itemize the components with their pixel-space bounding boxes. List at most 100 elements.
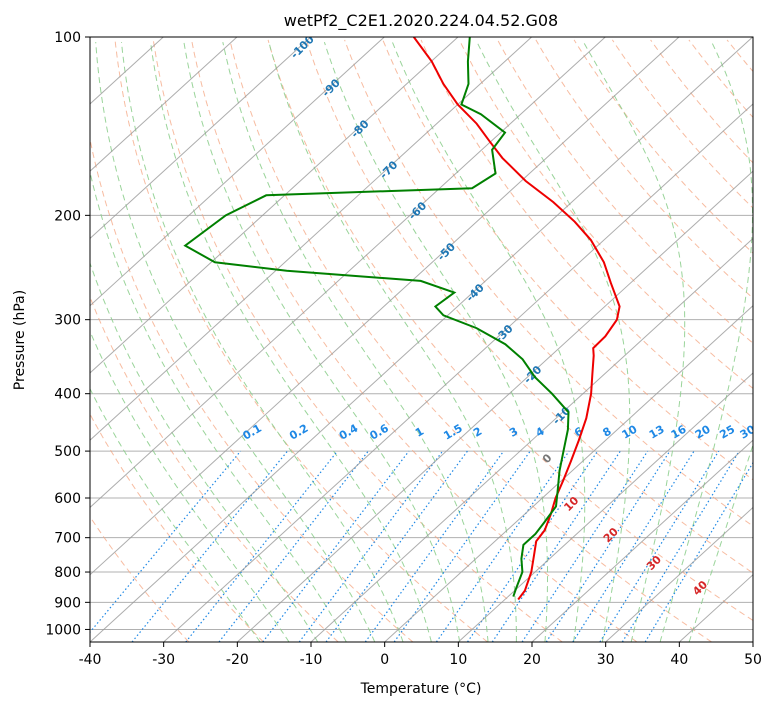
y-tick-label: 600: [54, 491, 81, 507]
isotherm-line: [384, 305, 753, 642]
mixing-ratio-line: [131, 450, 288, 642]
dry-adiabat-line: [152, 39, 563, 642]
dry-adiabat-line: [90, 295, 339, 642]
x-tick-label: 0: [380, 652, 389, 668]
isotherm-line: [90, 37, 532, 441]
wet-bulb-label: 40: [690, 578, 710, 598]
wet-bulb-label: 20: [601, 525, 621, 545]
moist-adiabat-line: [90, 261, 319, 642]
moist-adiabat-line: [268, 41, 517, 642]
x-tick-label: 10: [449, 652, 467, 668]
y-tick-label: 800: [54, 565, 81, 581]
wet-bulb-label: 10: [561, 494, 581, 514]
moist-adiabat-line: [183, 42, 461, 642]
dry-adiabat-label: -60: [406, 199, 429, 222]
isotherm-line: [457, 372, 753, 642]
dry-adiabat-line: [344, 39, 753, 527]
dry-adiabat-line: [90, 136, 414, 642]
mixing-ratio-lines: [90, 450, 753, 642]
mixing-ratio-line: [435, 450, 570, 642]
isotherm-line: [90, 37, 311, 240]
mixing-ratio-label: 13: [647, 423, 667, 442]
dry-adiabat-line: [573, 39, 753, 254]
mixing-ratio-line: [467, 450, 599, 642]
dry-adiabat-label: -30: [492, 322, 515, 345]
mixing-ratio-line: [218, 450, 369, 642]
dry-adiabat-label: -50: [435, 240, 458, 263]
mixing-ratio-line: [545, 450, 671, 642]
dry-adiabat-label: -70: [377, 158, 400, 181]
mixing-ratio-line: [90, 450, 242, 634]
mixing-ratio-label: 10: [620, 423, 640, 442]
dry-adiabat-label: -90: [320, 76, 343, 99]
isotherm-line: [605, 506, 753, 642]
dry-adiabat-line: [458, 39, 753, 390]
plot-frame: [89, 36, 754, 643]
isotherm-line: [90, 37, 238, 172]
dewpoint-line: [183, 37, 570, 597]
moist-adiabat-line: [476, 41, 631, 642]
isotherm-line: [90, 37, 753, 642]
mixing-ratio-label: 36: [758, 423, 775, 442]
mixing-ratio-label: 0.6: [367, 421, 391, 442]
moist-adiabat-line: [583, 41, 686, 642]
x-tick-label: 20: [523, 652, 541, 668]
mixing-ratio-label: 3: [507, 425, 520, 440]
dry-adiabat-line: [114, 39, 488, 642]
dry-adiabat-label: -10: [550, 404, 573, 427]
mixing-ratio-line: [364, 450, 505, 642]
dry-adiabat-line: [497, 39, 753, 344]
isotherm-line: [90, 37, 385, 307]
mixing-ratio-line: [599, 450, 720, 642]
y-axis: 100 200 300 400 500 600 700 800 900 1000: [45, 30, 90, 638]
dry-adiabat-line: [90, 515, 190, 642]
moist-adiabat-line: [391, 41, 586, 642]
moist-adiabat-line: [121, 42, 404, 642]
y-tick-label: 200: [54, 208, 81, 224]
x-axis: -40 -30 -20 -10 0 10 20 30 40 50: [79, 642, 762, 668]
dry-adiabat-label: -80: [348, 117, 371, 140]
isotherm-line: [531, 439, 753, 642]
mixing-ratio-line: [298, 450, 444, 642]
moist-adiabat-line: [95, 42, 376, 642]
moist-adiabat-line: [659, 41, 753, 642]
dry-adiabat-line: [305, 39, 753, 574]
y-tick-label: 500: [54, 444, 81, 460]
dry-adiabat-line: [535, 39, 753, 299]
mixing-ratio-line: [621, 450, 740, 642]
isotherm-line: [236, 170, 753, 642]
x-tick-label: -30: [152, 652, 175, 668]
isotherm-line: [90, 37, 459, 374]
wet-bulb-label: 0: [540, 451, 555, 466]
moist-adiabat-line: [90, 169, 347, 642]
dry-adiabat-line: [382, 39, 753, 481]
dry-adiabat-line: [765, 40, 775, 642]
mixing-ratio-label: 25: [717, 423, 737, 442]
mixing-ratio-line: [393, 450, 531, 642]
mixing-ratio-label: 8: [600, 425, 613, 440]
dry-adiabat-line: [650, 39, 753, 164]
dry-adiabat-line: [90, 413, 264, 642]
wet-bulb-label: 30: [644, 553, 664, 573]
dry-adiabat-line: [191, 39, 638, 642]
mixing-ratio-line: [262, 450, 410, 642]
y-tick-label: 900: [54, 595, 81, 611]
isotherm-line: [310, 237, 753, 642]
dry-adiabat-line: [229, 39, 712, 642]
moist-adiabat-line: [323, 41, 548, 642]
mixing-ratio-line: [185, 450, 338, 642]
x-tick-label: -10: [300, 652, 323, 668]
x-tick-label: 30: [597, 652, 615, 668]
y-axis-title: Pressure (hPa): [12, 290, 28, 390]
mixing-ratio-label: 0.2: [287, 422, 310, 443]
x-tick-label: 40: [670, 652, 688, 668]
moist-adiabat-line: [90, 387, 261, 642]
mixing-ratio-label: 0.4: [337, 421, 361, 442]
dry-adiabat-line: [688, 39, 753, 119]
x-tick-label: 50: [744, 652, 762, 668]
temperature-line: [412, 37, 621, 601]
mixing-ratio-line: [491, 450, 621, 642]
isotherm-line: [752, 641, 753, 642]
chart-title: wetPf2_C2E1.2020.224.04.52.G08: [284, 11, 558, 31]
x-tick-label: -20: [226, 652, 249, 668]
